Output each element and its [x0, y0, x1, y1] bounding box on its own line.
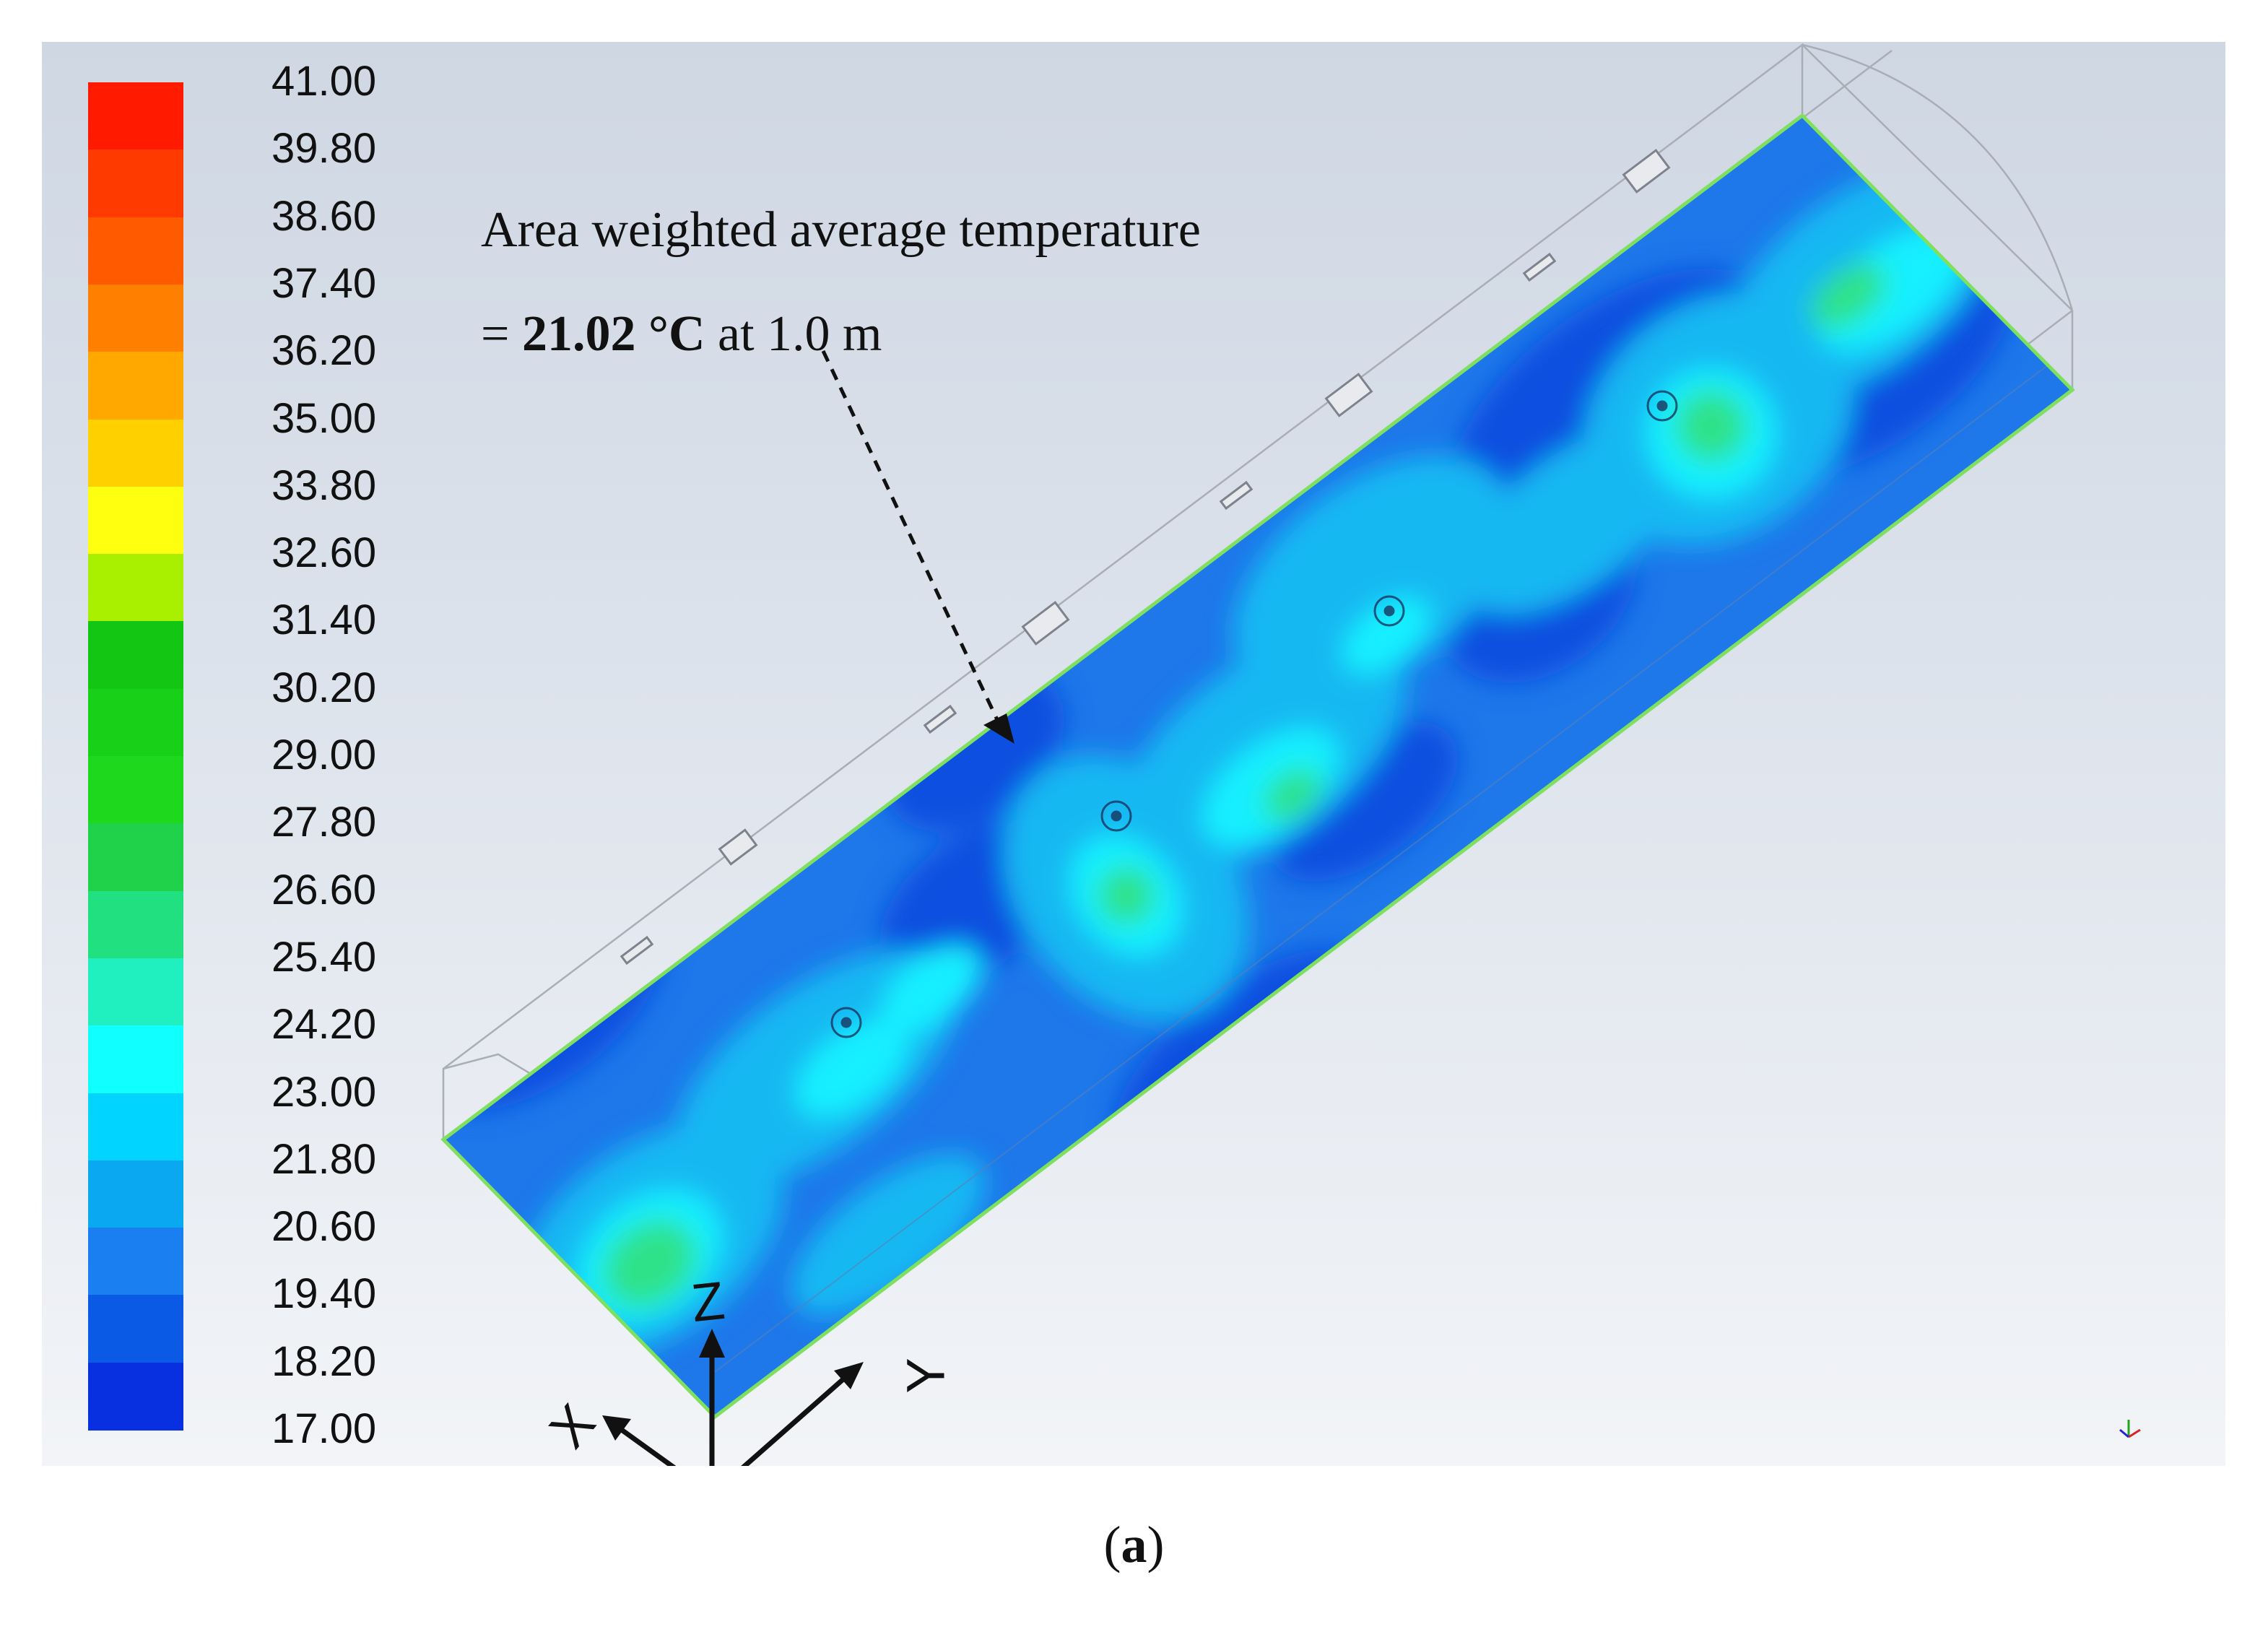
temperature-contour-scene [440, 43, 2141, 1466]
legend-tick-label: 18.20 [271, 1337, 377, 1385]
axis-label-z: Z [688, 1269, 728, 1334]
caption-open: ( [1103, 1516, 1121, 1574]
annotation-temperature-value: 21.02 °C [521, 306, 705, 362]
axis-label-y: Y [895, 1358, 956, 1394]
legend-tick-label: 27.80 [271, 799, 377, 846]
legend-band [88, 1228, 183, 1296]
legend-tick-label: 17.00 [271, 1405, 377, 1452]
legend-tick-label: 21.80 [271, 1135, 377, 1183]
legend-tick-label: 24.20 [271, 1001, 377, 1049]
legend-band [88, 688, 183, 757]
caption-letter: a [1121, 1516, 1147, 1574]
legend-band [88, 82, 183, 151]
legend-band [88, 149, 183, 218]
legend-band [88, 419, 183, 487]
legend-tick-label: 26.60 [271, 866, 377, 913]
annotation-title: Area weighted average temperature [481, 202, 1201, 258]
caption-close: ) [1147, 1516, 1165, 1574]
wall-vents [620, 149, 1671, 965]
legend-tick-label: 29.00 [271, 732, 377, 778]
legend-tick-label: 33.80 [271, 461, 377, 509]
legend-band [88, 890, 183, 959]
annotation-height: at 1.0 m [705, 306, 882, 362]
legend-tick-label: 19.40 [271, 1270, 377, 1318]
legend-band [88, 352, 183, 420]
legend-tick-label: 36.20 [271, 327, 377, 375]
legend-tick-label: 30.20 [271, 664, 377, 711]
legend-tick-label: 41.00 [271, 58, 377, 105]
legend-band [88, 554, 183, 622]
annotation-value-line: = 21.02 °C at 1.0 m [481, 309, 882, 360]
orientation-glyph [2119, 1420, 2141, 1438]
legend-band [88, 823, 183, 892]
legend-tick-label: 38.60 [271, 192, 377, 240]
legend-tick-label: 39.80 [271, 125, 377, 173]
legend-band [88, 284, 183, 353]
figure-caption: (a) [0, 1515, 2268, 1575]
legend-band [88, 486, 183, 555]
legend-band [88, 1025, 183, 1094]
legend-tick-label: 37.40 [271, 259, 377, 307]
legend-band [88, 1160, 183, 1229]
legend-tick-label: 25.40 [271, 933, 377, 981]
legend-band [88, 217, 183, 285]
cfd-viewport: 41.00 39.80 38.60 37.40 36.20 35.00 33.80 32.60… [42, 42, 2225, 1466]
fan-markers [830, 390, 1678, 1038]
legend-tick-label: 31.40 [271, 596, 377, 644]
legend-tick-label: 23.00 [271, 1068, 377, 1116]
legend-band [88, 1295, 183, 1363]
annotation-arrow [821, 350, 1014, 744]
legend-band [88, 958, 183, 1027]
annotation-eq: = [481, 306, 522, 362]
legend-tick-label: 32.60 [271, 529, 377, 577]
legend-tick-label: 35.00 [271, 394, 377, 442]
legend-band [88, 1093, 183, 1161]
legend-band [88, 756, 183, 825]
legend-tick-label: 20.60 [271, 1203, 377, 1251]
legend-band [88, 1362, 183, 1431]
axis-triad [602, 1329, 864, 1466]
legend-band [88, 621, 183, 690]
legend-color-bar [88, 82, 183, 1431]
